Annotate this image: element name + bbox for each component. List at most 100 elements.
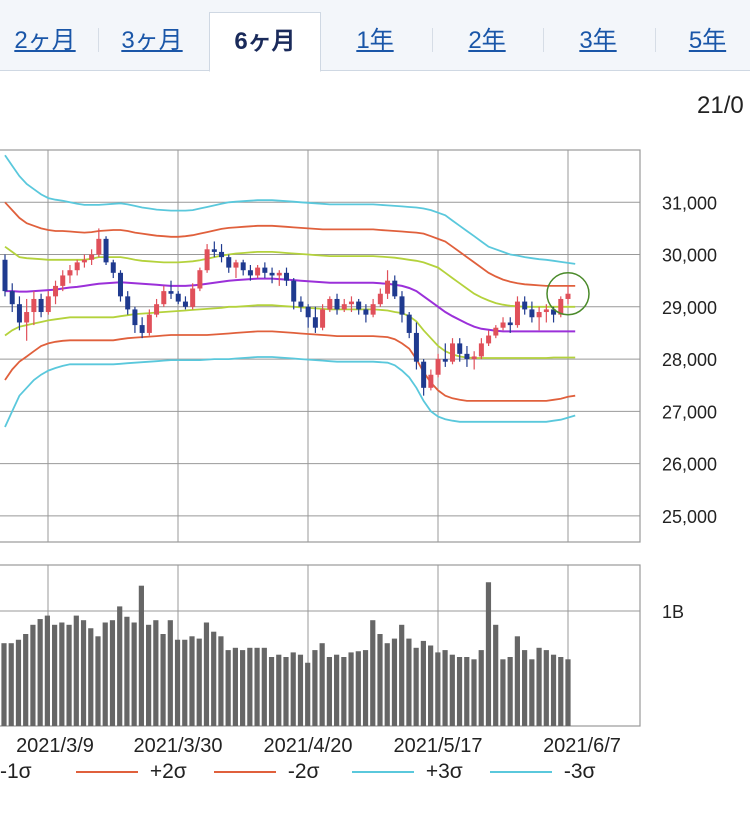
- volume-bar: [377, 634, 383, 726]
- candle-body: [565, 293, 571, 299]
- volume-bar: [536, 647, 542, 726]
- candle-body: [341, 304, 347, 310]
- volume-bar: [182, 639, 188, 726]
- date-display-fragment: 21/0: [697, 92, 744, 119]
- volume-bar: [196, 638, 202, 726]
- tab-divider: [655, 28, 656, 52]
- candle-body: [262, 267, 268, 273]
- legend-label: +3σ: [425, 760, 463, 783]
- tab-2-years[interactable]: 2年: [468, 27, 506, 54]
- price-y-tick-label: 26,000: [662, 455, 717, 475]
- candle-body: [471, 356, 477, 360]
- volume-bar: [232, 647, 238, 726]
- volume-bar: [449, 654, 455, 726]
- legend-item-plus-3-sigma: +3σ: [352, 760, 463, 790]
- candle-body: [204, 249, 210, 271]
- volume-bar: [30, 624, 36, 726]
- candle-body: [154, 304, 160, 315]
- volume-bar: [326, 657, 332, 726]
- candle-body: [74, 262, 80, 271]
- legend-swatch: [76, 771, 138, 774]
- candle-body: [406, 314, 412, 333]
- volume-bar: [471, 659, 477, 726]
- volume-bar: [15, 639, 22, 726]
- volume-bar: [131, 622, 137, 726]
- candle-body: [211, 249, 217, 252]
- legend-swatch: [352, 771, 414, 774]
- volume-bar: [522, 650, 528, 726]
- bollinger-band-line: [4, 330, 576, 402]
- x-axis-date-label: 2021/4/20: [264, 735, 353, 757]
- legend-label: +2σ: [149, 760, 187, 783]
- volume-bar: [312, 650, 318, 726]
- volume-bar: [59, 622, 65, 726]
- candle-body: [219, 251, 225, 258]
- volume-bar: [399, 624, 405, 726]
- tab-1-year[interactable]: 1年: [356, 27, 394, 54]
- candle-body: [399, 296, 405, 315]
- volume-bar: [153, 620, 159, 726]
- candle-body: [9, 291, 15, 305]
- candle-body: [240, 262, 246, 271]
- candle-body: [413, 332, 419, 362]
- candle-body: [500, 322, 506, 328]
- candle-body: [428, 374, 434, 388]
- tab-divider: [98, 28, 99, 52]
- volume-bar: [254, 647, 260, 726]
- volume-bar: [500, 659, 506, 726]
- candle-body: [536, 312, 542, 318]
- volume-bar: [23, 634, 29, 726]
- volume-bar: [146, 624, 152, 726]
- candle-body: [53, 285, 59, 297]
- candle-body: [370, 304, 376, 315]
- bollinger-band-line: [4, 201, 576, 287]
- candle-body: [175, 293, 181, 302]
- candle-body: [16, 304, 22, 323]
- volume-bar: [464, 657, 470, 726]
- volume-bar: [66, 624, 72, 726]
- candle-body: [356, 301, 362, 310]
- legend-label: -1σ: [0, 760, 32, 783]
- volume-bar: [384, 643, 390, 726]
- volume-bar: [109, 620, 116, 726]
- volume-bar: [558, 657, 564, 726]
- candle-body: [182, 301, 188, 307]
- legend-swatch: [214, 771, 276, 774]
- tab-3-months[interactable]: 3ヶ月: [121, 27, 183, 54]
- candle-body: [125, 296, 131, 310]
- volume-bar: [225, 650, 231, 726]
- tab-3-years[interactable]: 3年: [579, 27, 617, 54]
- latest-price-marker: [546, 271, 590, 316]
- candle-body: [67, 270, 73, 276]
- volume-y-tick-label: 1B: [662, 602, 684, 622]
- x-axis-date-label: 2021/6/7: [543, 735, 621, 757]
- volume-bar: [391, 638, 398, 726]
- price-y-tick-label: 31,000: [662, 193, 717, 213]
- volume-bar: [550, 654, 557, 726]
- volume-bar: [406, 638, 412, 726]
- volume-bar: [543, 650, 549, 726]
- candle-body: [103, 238, 109, 263]
- volume-bar: [565, 659, 571, 726]
- volume-bar: [95, 636, 101, 726]
- tab-2-months[interactable]: 2ヶ月: [14, 27, 76, 54]
- volume-plot-frame: [0, 564, 641, 727]
- candle-body: [363, 309, 369, 315]
- volume-bar: [80, 620, 87, 726]
- candle-body: [247, 270, 253, 276]
- candle-body: [435, 359, 441, 375]
- volume-bar: [428, 645, 434, 726]
- candle-body: [320, 309, 326, 328]
- candle-body: [284, 272, 289, 281]
- candle-body: [486, 335, 492, 344]
- volume-bar: [370, 620, 376, 726]
- candle-body: [348, 301, 354, 305]
- tab-6-months[interactable]: 6ヶ月: [209, 12, 321, 72]
- candle-body: [464, 353, 470, 360]
- candle-body: [493, 327, 499, 336]
- candle-body: [255, 267, 261, 276]
- volume-bar: [529, 659, 535, 726]
- tab-5-years[interactable]: 5年: [688, 27, 727, 54]
- volume-bar: [211, 631, 217, 726]
- legend-swatch: [490, 771, 552, 774]
